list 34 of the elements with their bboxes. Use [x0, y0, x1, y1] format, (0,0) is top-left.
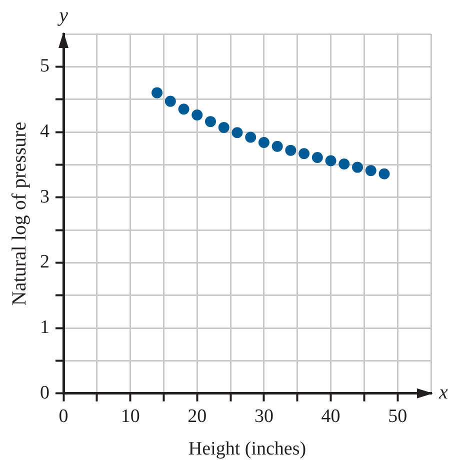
x-tick-label: 40 — [321, 406, 340, 427]
point — [232, 127, 243, 138]
point — [192, 110, 203, 121]
point — [205, 116, 216, 128]
point — [365, 165, 376, 176]
point — [258, 136, 270, 148]
point — [218, 122, 230, 133]
point — [245, 132, 256, 143]
x-tick-label: 20 — [188, 406, 207, 427]
y-tick-label: 5 — [40, 56, 50, 77]
point — [272, 140, 283, 152]
x-tick-label: 30 — [254, 406, 274, 427]
point — [178, 104, 190, 115]
x-tick-label: 50 — [388, 406, 408, 427]
y-tick-label: 0 — [40, 382, 50, 404]
y-tick-label: 3 — [40, 186, 50, 208]
text: x — [438, 382, 448, 404]
point — [312, 152, 323, 164]
text: y — [57, 4, 68, 26]
y-tick-label: 2 — [40, 252, 50, 273]
point — [152, 87, 163, 98]
y-axis-title: Natural log of pressure — [8, 122, 30, 306]
point — [338, 158, 350, 170]
x-axis-title: Height (inches) — [188, 438, 306, 460]
point — [298, 148, 310, 160]
point — [325, 155, 336, 166]
y-tick-label: 1 — [40, 317, 50, 338]
x-tick-label: 10 — [120, 406, 140, 427]
point — [164, 96, 176, 107]
point — [285, 144, 296, 156]
point — [352, 162, 363, 173]
point — [378, 168, 390, 180]
y-tick-label: 4 — [40, 121, 50, 142]
x-tick-label: 0 — [58, 406, 68, 427]
